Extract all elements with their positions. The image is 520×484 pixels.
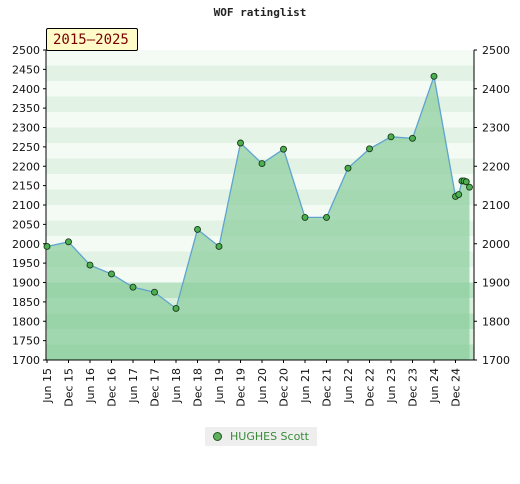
grid-band [46,112,474,128]
y-tick-label-right: 2500 [482,44,510,57]
y-tick-label-left: 2250 [12,141,40,154]
legend-marker [213,432,222,441]
y-tick-label-left: 2000 [12,238,40,251]
y-tick-label-left: 2300 [12,122,40,135]
data-point [172,305,180,312]
x-tick-label: Jun 19 [213,368,226,404]
x-tick-label: Jun 15 [41,368,54,404]
x-tick-label: Jun 24 [428,368,441,404]
y-tick-label-right: 2100 [482,199,510,212]
data-point [344,164,352,172]
y-tick-label-right: 2400 [482,83,510,96]
data-point [237,139,244,147]
y-tick-label-left: 2400 [12,83,40,96]
grid-band [46,127,474,143]
y-tick-label-right: 2300 [482,122,510,135]
x-tick-label: Dec 16 [106,368,119,407]
data-point [455,191,463,198]
x-tick-label: Dec 22 [364,368,377,407]
data-point [108,270,115,278]
x-tick-label: Dec 18 [192,368,205,407]
data-point [466,183,473,191]
data-point [86,261,94,269]
data-point [366,145,373,153]
period-badge: 2015–2025 [46,28,138,51]
x-tick-label: Jun 23 [385,368,398,404]
y-tick-label-left: 2350 [12,102,40,115]
grid-band [46,65,474,81]
grid-band [46,50,474,66]
legend[interactable]: HUGHES Scott [205,427,317,446]
y-tick-label-left: 1750 [12,335,40,348]
y-tick-label-left: 2100 [12,199,40,212]
y-tick-label-left: 2450 [12,63,40,76]
x-tick-label: Jun 18 [170,368,183,404]
x-tick-label: Jun 22 [342,368,355,404]
data-point [129,283,137,291]
y-tick-label-left: 1850 [12,296,40,309]
y-tick-label-left: 1800 [12,315,40,328]
data-point [323,213,330,221]
data-point [462,178,470,186]
data-point [215,243,223,250]
data-point [430,72,438,80]
y-tick-label-right: 1900 [482,277,510,290]
x-tick-label: Dec 24 [450,368,463,407]
x-tick-label: Dec 21 [321,368,334,407]
data-point [301,213,309,221]
y-tick-label-left: 1950 [12,257,40,270]
y-tick-label-right: 2000 [482,238,510,251]
data-point [194,225,201,233]
data-point [43,243,51,250]
legend-label: HUGHES Scott [230,430,309,443]
x-tick-label: Dec 23 [407,368,420,407]
y-tick-label-right: 1800 [482,315,510,328]
data-point [258,160,266,167]
series-area [47,76,470,360]
data-point [280,145,287,153]
y-tick-label-left: 2200 [12,160,40,173]
data-point [387,133,395,141]
y-tick-label-left: 2050 [12,218,40,231]
data-point [65,238,72,246]
x-tick-label: Dec 20 [278,368,291,407]
y-tick-label-left: 2500 [12,44,40,57]
x-tick-label: Jun 20 [256,368,269,404]
data-point [151,288,158,296]
x-tick-label: Jun 21 [299,368,312,404]
y-tick-label-right: 1700 [482,354,510,367]
y-tick-label-left: 2150 [12,180,40,193]
x-tick-label: Dec 19 [235,368,248,407]
chart-title: WOF ratinglist [213,6,307,19]
y-tick-label-left: 1900 [12,277,40,290]
y-tick-label-left: 1700 [12,354,40,367]
x-tick-label: Jun 16 [84,368,97,404]
x-tick-label: Jun 17 [127,368,140,404]
x-tick-label: Dec 17 [149,368,162,407]
grid-band [46,81,474,97]
grid-band [46,96,474,112]
x-tick-label: Dec 15 [63,368,76,407]
y-tick-label-right: 2200 [482,160,510,173]
data-point [409,134,416,142]
